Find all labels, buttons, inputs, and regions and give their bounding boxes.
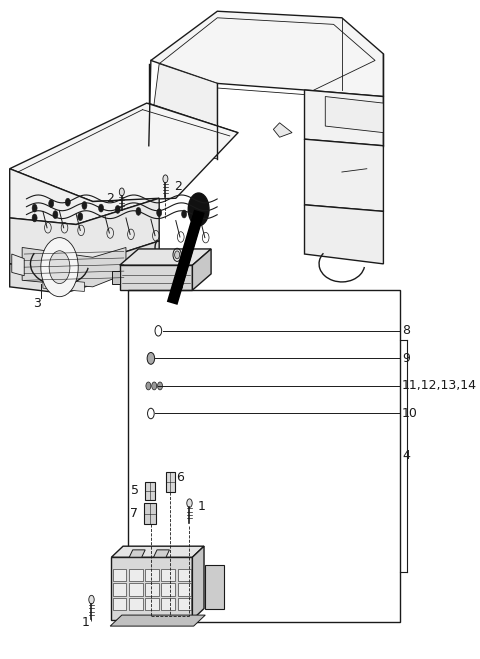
Polygon shape <box>112 272 120 284</box>
Polygon shape <box>111 558 192 619</box>
Polygon shape <box>154 550 169 558</box>
Polygon shape <box>128 267 155 285</box>
Circle shape <box>147 353 155 364</box>
Polygon shape <box>145 583 159 596</box>
Polygon shape <box>111 546 204 558</box>
Text: 2: 2 <box>106 192 113 205</box>
Polygon shape <box>113 569 127 581</box>
Text: 2: 2 <box>174 180 181 193</box>
Polygon shape <box>304 90 384 146</box>
Text: 6: 6 <box>177 471 184 484</box>
Polygon shape <box>10 103 238 202</box>
Polygon shape <box>145 569 159 581</box>
Circle shape <box>78 213 83 221</box>
Polygon shape <box>12 254 24 275</box>
Polygon shape <box>325 96 384 132</box>
Polygon shape <box>304 205 384 264</box>
Circle shape <box>65 198 70 206</box>
Polygon shape <box>161 583 175 596</box>
Bar <box>128 290 400 621</box>
Text: 11,12,13,14: 11,12,13,14 <box>402 380 477 393</box>
Circle shape <box>187 499 192 507</box>
Text: 3: 3 <box>33 297 41 310</box>
Polygon shape <box>113 598 127 610</box>
Polygon shape <box>129 583 143 596</box>
Circle shape <box>32 204 37 212</box>
Polygon shape <box>192 546 204 619</box>
Polygon shape <box>149 64 217 159</box>
Polygon shape <box>120 265 192 290</box>
Circle shape <box>115 206 120 214</box>
Circle shape <box>181 210 187 218</box>
Polygon shape <box>145 598 159 610</box>
Polygon shape <box>205 565 224 608</box>
Text: 1: 1 <box>81 616 89 629</box>
Circle shape <box>89 595 94 604</box>
Polygon shape <box>274 123 292 137</box>
Circle shape <box>152 382 156 390</box>
Text: 8: 8 <box>402 324 410 337</box>
Circle shape <box>32 214 37 222</box>
Circle shape <box>175 251 180 259</box>
Polygon shape <box>10 241 159 293</box>
Polygon shape <box>10 198 159 270</box>
Circle shape <box>136 208 141 215</box>
Text: 1: 1 <box>198 500 205 513</box>
Circle shape <box>157 382 163 390</box>
Polygon shape <box>151 11 384 96</box>
Circle shape <box>188 193 209 226</box>
Circle shape <box>41 238 78 297</box>
Polygon shape <box>178 598 191 610</box>
Polygon shape <box>129 598 143 610</box>
Polygon shape <box>144 503 156 525</box>
Polygon shape <box>166 472 175 492</box>
Text: 4: 4 <box>402 449 410 463</box>
Polygon shape <box>110 615 205 626</box>
Circle shape <box>98 204 104 212</box>
Text: 10: 10 <box>402 407 418 420</box>
Circle shape <box>53 211 58 219</box>
Circle shape <box>163 175 168 183</box>
Polygon shape <box>145 482 155 500</box>
Polygon shape <box>192 249 211 290</box>
Polygon shape <box>178 569 191 581</box>
Circle shape <box>146 382 151 390</box>
Text: 5: 5 <box>131 484 139 498</box>
Polygon shape <box>22 248 126 287</box>
Polygon shape <box>120 249 211 265</box>
Text: 7: 7 <box>130 507 138 521</box>
Circle shape <box>156 209 162 217</box>
Text: 9: 9 <box>402 352 410 365</box>
Circle shape <box>82 202 87 210</box>
Polygon shape <box>10 169 159 225</box>
Circle shape <box>49 200 54 208</box>
Polygon shape <box>129 569 143 581</box>
Polygon shape <box>161 598 175 610</box>
Polygon shape <box>113 583 127 596</box>
Circle shape <box>49 251 70 283</box>
Polygon shape <box>304 139 384 212</box>
Polygon shape <box>129 550 145 558</box>
Circle shape <box>120 188 124 196</box>
Polygon shape <box>43 278 84 291</box>
Polygon shape <box>178 583 191 596</box>
Polygon shape <box>161 569 175 581</box>
